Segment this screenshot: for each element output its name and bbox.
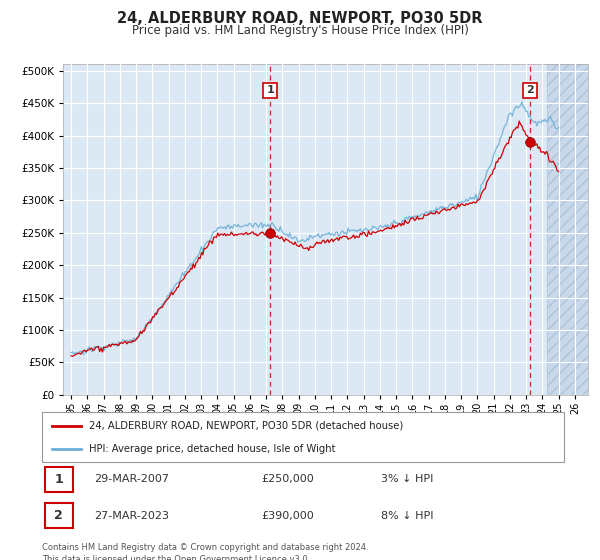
- Text: Price paid vs. HM Land Registry's House Price Index (HPI): Price paid vs. HM Land Registry's House …: [131, 24, 469, 36]
- Text: 3% ↓ HPI: 3% ↓ HPI: [382, 474, 434, 484]
- Text: £390,000: £390,000: [261, 511, 314, 521]
- Text: 24, ALDERBURY ROAD, NEWPORT, PO30 5DR: 24, ALDERBURY ROAD, NEWPORT, PO30 5DR: [117, 11, 483, 26]
- FancyBboxPatch shape: [44, 503, 73, 528]
- Bar: [547, 64, 588, 395]
- Bar: [547, 64, 588, 395]
- Text: 29-MAR-2007: 29-MAR-2007: [94, 474, 169, 484]
- FancyBboxPatch shape: [42, 412, 564, 462]
- Text: 2: 2: [526, 85, 534, 95]
- Text: 24, ALDERBURY ROAD, NEWPORT, PO30 5DR (detached house): 24, ALDERBURY ROAD, NEWPORT, PO30 5DR (d…: [89, 421, 403, 431]
- Text: 2: 2: [55, 509, 63, 522]
- Text: 27-MAR-2023: 27-MAR-2023: [94, 511, 169, 521]
- Text: Contains HM Land Registry data © Crown copyright and database right 2024.
This d: Contains HM Land Registry data © Crown c…: [42, 543, 368, 560]
- Text: 1: 1: [55, 473, 63, 486]
- FancyBboxPatch shape: [44, 466, 73, 492]
- Text: HPI: Average price, detached house, Isle of Wight: HPI: Average price, detached house, Isle…: [89, 445, 335, 454]
- Text: £250,000: £250,000: [261, 474, 314, 484]
- Text: 8% ↓ HPI: 8% ↓ HPI: [382, 511, 434, 521]
- Text: 1: 1: [266, 85, 274, 95]
